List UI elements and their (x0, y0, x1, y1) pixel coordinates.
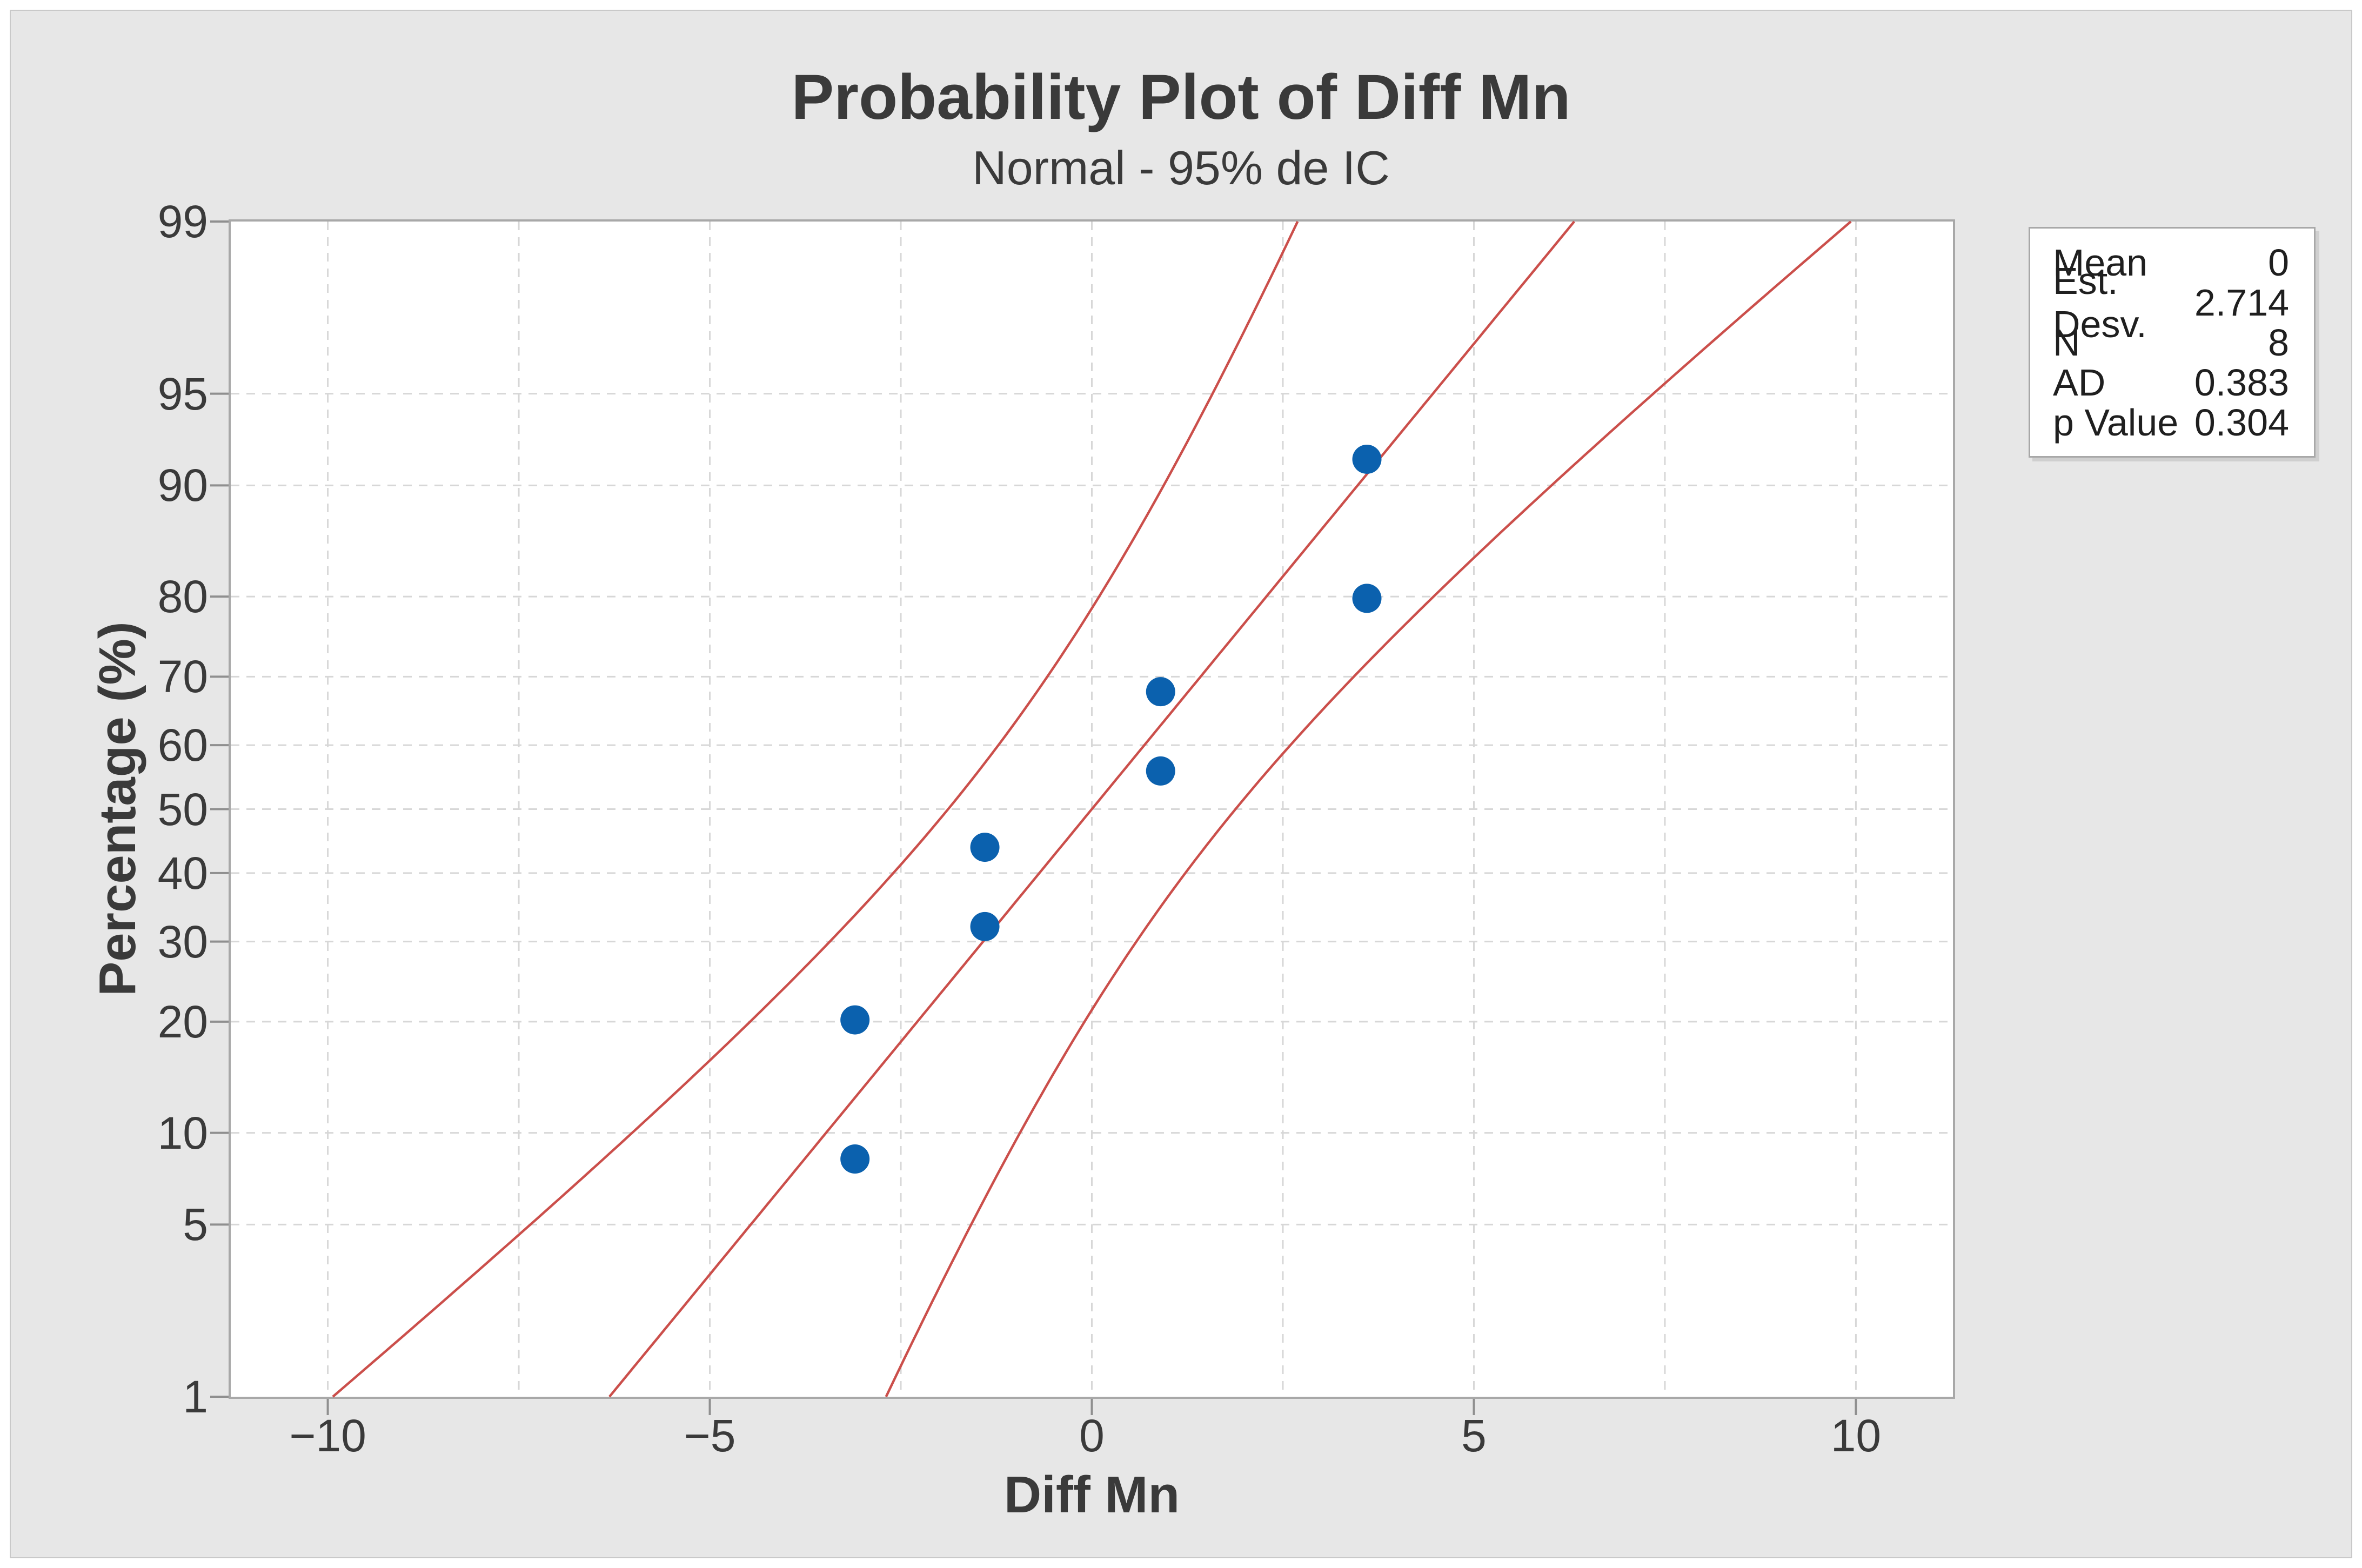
y-tick-label: 70 (157, 651, 208, 702)
y-tick-label: 30 (157, 916, 208, 967)
y-tick-label: 80 (157, 571, 208, 622)
y-tick-label: 50 (157, 783, 208, 835)
y-tick-label: 40 (157, 847, 208, 899)
legend-value: 0 (2268, 242, 2289, 284)
legend-label: p Value (2053, 401, 2179, 444)
legend-label: Mean (2053, 242, 2148, 284)
x-tick-label: −5 (684, 1410, 736, 1461)
chart-header: Probability Plot of Diff Mn Normal - 95%… (0, 57, 2362, 198)
legend-label: AD (2053, 361, 2106, 404)
legend-label: Est. Desv. (2053, 260, 2147, 345)
legend-box: Mean 0 Est. Desv. 2.714 N 8 AD 0.383 p Value 0.30… (2029, 227, 2316, 458)
y-tick-label: 20 (157, 996, 208, 1047)
legend-value: 8 (2268, 321, 2289, 364)
legend-value: 0.383 (2194, 361, 2289, 404)
legend-row: AD 0.383 (2053, 361, 2289, 404)
y-axis-title: Percentage (%) (89, 621, 146, 996)
x-tick-label: −10 (289, 1410, 366, 1461)
chart-subtitle: Normal - 95% de IC (972, 141, 1390, 195)
legend-value: 0.304 (2194, 401, 2289, 444)
chart-title: Probability Plot of Diff Mn (791, 62, 1571, 133)
y-tick-label: 10 (157, 1107, 208, 1158)
y-tick-label: 90 (157, 460, 208, 511)
x-tick-label: 5 (1461, 1410, 1487, 1461)
legend-row: Mean 0 (2053, 242, 2289, 284)
y-tick-label: 1 (183, 1371, 208, 1422)
x-tick-label: 10 (1830, 1410, 1882, 1461)
y-tick-label: 99 (157, 196, 208, 247)
y-tick-label: 60 (157, 720, 208, 771)
x-tick-label: 0 (1079, 1410, 1105, 1461)
legend-row: Est. Desv. 2.714 (2053, 260, 2289, 345)
legend-label: N (2053, 321, 2080, 364)
x-axis-title: Diff Mn (1003, 1466, 1180, 1524)
legend-row: p Value 0.304 (2053, 401, 2289, 444)
plot-area (229, 219, 1955, 1399)
legend-value: 2.714 (2194, 282, 2289, 324)
y-tick-label: 95 (157, 368, 208, 419)
y-tick-label: 5 (183, 1199, 208, 1250)
